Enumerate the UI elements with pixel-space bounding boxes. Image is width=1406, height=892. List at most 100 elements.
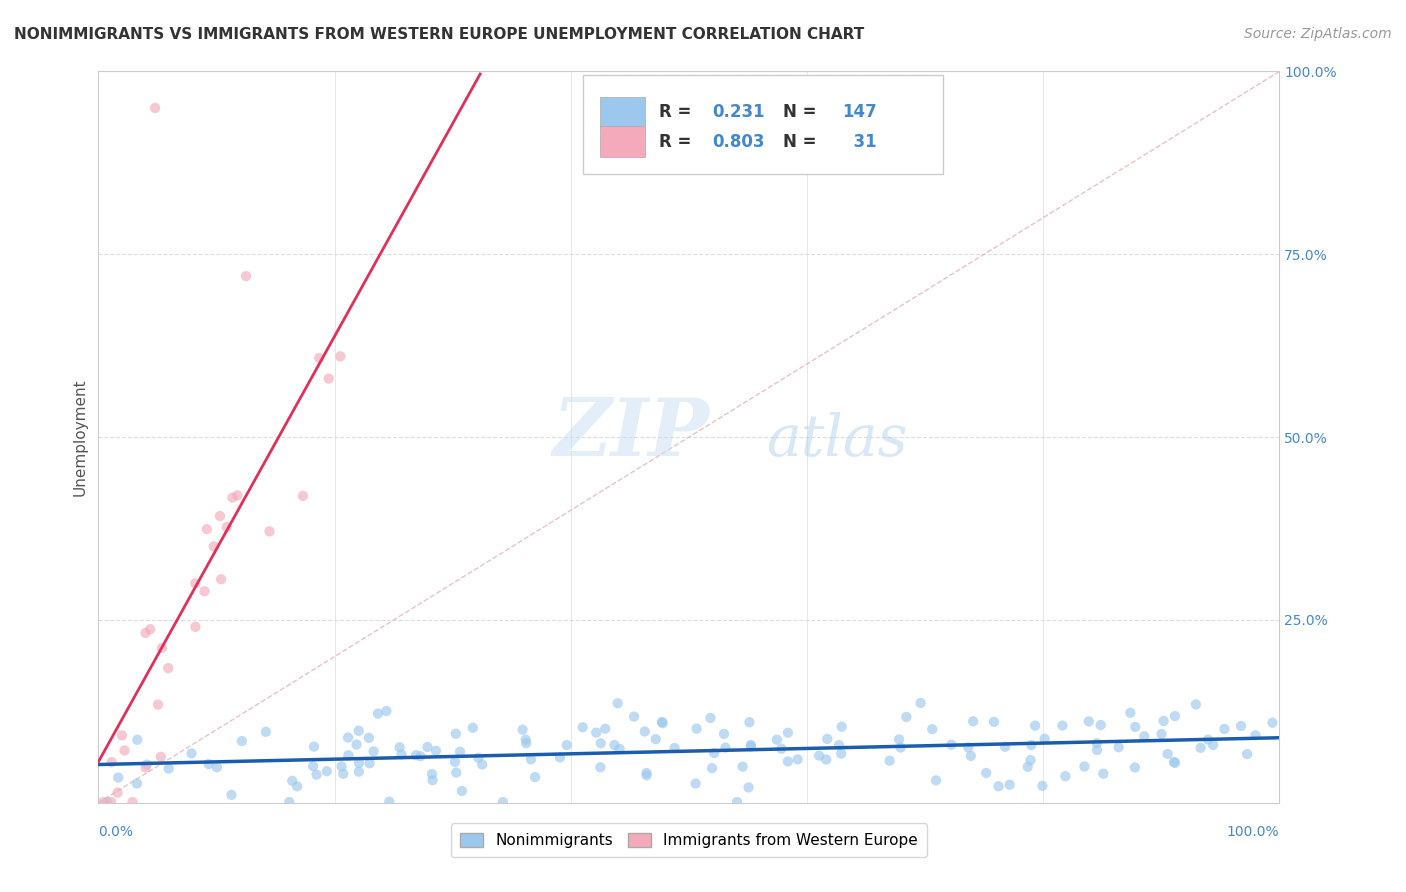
Point: [231, 734, 253, 748]
Text: N =: N =: [783, 133, 823, 151]
Point: [1163, 755, 1185, 769]
Point: [1202, 738, 1225, 752]
Point: [1150, 727, 1173, 741]
Point: [548, 750, 571, 764]
Point: [634, 724, 657, 739]
Point: [1244, 728, 1267, 742]
Point: [593, 722, 616, 736]
Point: [1052, 718, 1074, 732]
Point: [738, 715, 761, 730]
Point: [644, 732, 666, 747]
Point: [606, 696, 628, 710]
Point: [135, 760, 157, 774]
Point: [209, 572, 232, 586]
Y-axis label: Unemployment: Unemployment: [72, 378, 87, 496]
Point: [713, 727, 735, 741]
Point: [1236, 747, 1258, 761]
Point: [285, 780, 308, 794]
Point: [375, 704, 398, 718]
Point: [828, 738, 851, 752]
Text: 0.0%: 0.0%: [98, 825, 134, 838]
Point: [896, 710, 918, 724]
Point: [555, 738, 578, 752]
Point: [1185, 698, 1208, 712]
Point: [359, 756, 381, 771]
Point: [830, 747, 852, 761]
Point: [357, 731, 380, 745]
Text: NONIMMIGRANTS VS IMMIGRANTS FROM WESTERN EUROPE UNEMPLOYMENT CORRELATION CHART: NONIMMIGRANTS VS IMMIGRANTS FROM WESTERN…: [14, 27, 865, 42]
Point: [1090, 718, 1112, 732]
Point: [515, 732, 537, 747]
Point: [815, 731, 838, 746]
Point: [1230, 719, 1253, 733]
Point: [524, 770, 547, 784]
Point: [100, 755, 122, 769]
FancyBboxPatch shape: [582, 75, 943, 174]
Point: [291, 489, 314, 503]
Point: [367, 706, 389, 721]
Point: [221, 491, 243, 505]
Point: [770, 741, 793, 756]
Point: [416, 739, 439, 754]
Point: [305, 768, 328, 782]
Point: [1017, 760, 1039, 774]
Point: [235, 269, 257, 284]
Point: [941, 738, 963, 752]
Point: [921, 722, 943, 736]
Point: [1153, 714, 1175, 728]
Text: R =: R =: [659, 133, 697, 151]
Point: [226, 488, 249, 502]
Point: [422, 773, 444, 788]
Point: [180, 747, 202, 761]
Point: [157, 661, 180, 675]
Point: [1033, 731, 1056, 746]
Point: [444, 727, 467, 741]
Text: 0.231: 0.231: [713, 103, 765, 121]
Point: [143, 101, 166, 115]
Point: [831, 720, 853, 734]
Point: [1031, 779, 1053, 793]
Point: [337, 731, 360, 745]
Point: [571, 720, 593, 734]
Point: [776, 755, 799, 769]
Point: [603, 738, 626, 752]
Point: [1213, 722, 1236, 736]
Point: [1123, 760, 1146, 774]
Point: [1164, 756, 1187, 770]
Point: [378, 795, 401, 809]
Text: R =: R =: [659, 103, 697, 121]
Point: [623, 709, 645, 723]
Point: [731, 759, 754, 773]
Point: [420, 767, 443, 781]
Point: [974, 766, 997, 780]
Point: [96, 795, 118, 809]
Point: [197, 757, 219, 772]
Point: [208, 508, 231, 523]
Point: [347, 764, 370, 779]
Point: [879, 754, 901, 768]
Point: [520, 752, 543, 766]
Point: [1085, 736, 1108, 750]
Legend: Nonimmigrants, Immigrants from Western Europe: Nonimmigrants, Immigrants from Western E…: [451, 823, 927, 857]
Point: [329, 349, 352, 363]
Point: [1123, 720, 1146, 734]
Point: [737, 780, 759, 795]
Point: [254, 724, 277, 739]
Point: [1197, 732, 1219, 747]
FancyBboxPatch shape: [600, 126, 645, 157]
Point: [512, 723, 534, 737]
Point: [1133, 729, 1156, 743]
Point: [492, 795, 515, 809]
Point: [100, 795, 122, 809]
Point: [471, 757, 494, 772]
Point: [391, 747, 413, 762]
Point: [302, 739, 325, 754]
Text: Source: ZipAtlas.com: Source: ZipAtlas.com: [1244, 27, 1392, 41]
Point: [808, 748, 831, 763]
Point: [446, 765, 468, 780]
Point: [337, 748, 360, 763]
Point: [585, 725, 607, 739]
Point: [1019, 753, 1042, 767]
Point: [146, 698, 169, 712]
Point: [363, 744, 385, 758]
